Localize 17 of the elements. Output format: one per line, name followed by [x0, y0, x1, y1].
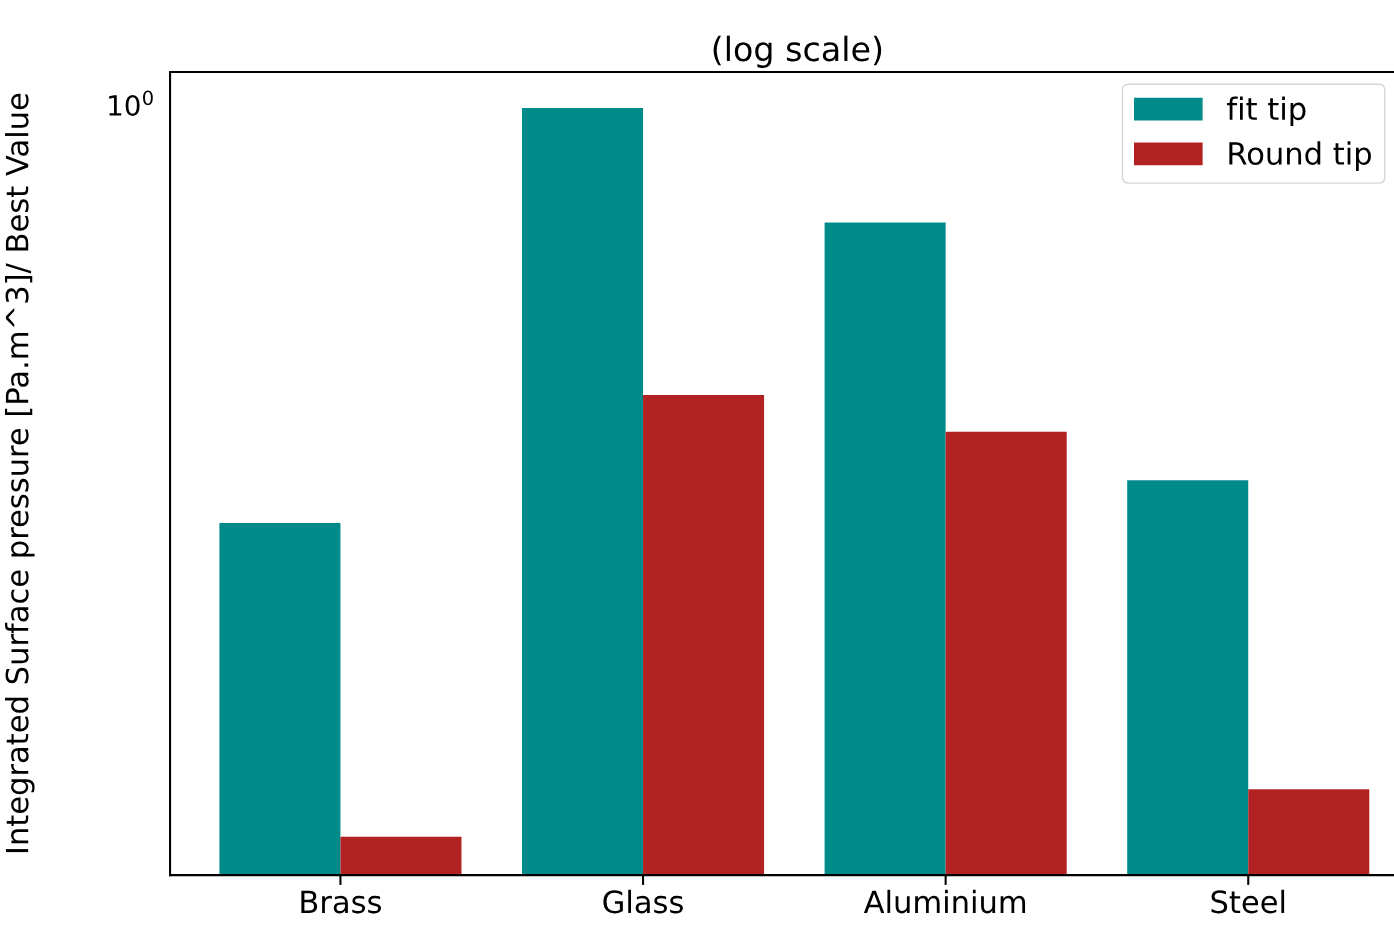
text: 10$^{0}$	[109, 90, 153, 116]
y-axis-title: Integrated Surface pressure [Pa.m^3]/ Best Value	[5, 93, 35, 853]
bar	[945, 431, 1067, 876]
bar	[1127, 480, 1249, 876]
x-tick-label: Glass	[603, 889, 683, 914]
bar	[643, 394, 765, 876]
x-tick-label: Brass	[301, 890, 381, 914]
bar	[1248, 789, 1370, 876]
x-tick-label: Aluminium	[863, 889, 1026, 914]
bar	[522, 108, 644, 876]
bar	[219, 523, 341, 876]
bar	[340, 836, 462, 876]
x-tick-label: Steel	[1211, 889, 1285, 914]
legend-label: fit tip	[1227, 96, 1306, 127]
bar	[824, 222, 946, 876]
chart-title: (log scale)	[713, 35, 882, 68]
legend-label: Round tip	[1229, 141, 1371, 171]
